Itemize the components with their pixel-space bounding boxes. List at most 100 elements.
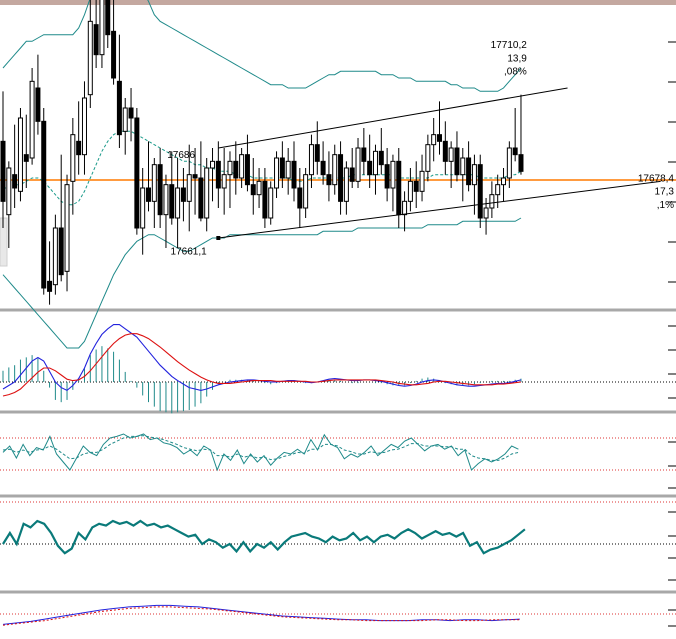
candle-body-down [518, 154, 524, 172]
candle-body-up [471, 164, 477, 186]
bollinger-lower-line [2, 217, 522, 349]
candle-body-down [35, 87, 41, 122]
candle-body-down [437, 134, 442, 142]
candle-body-down [413, 180, 419, 192]
candle [221, 148, 227, 215]
candle [419, 154, 425, 202]
candle-body-down [466, 157, 472, 186]
candle-body-up [390, 160, 396, 189]
candle-body-down [41, 120, 47, 289]
candle-body-down [76, 140, 82, 156]
candle-body-up [256, 180, 262, 196]
bottom-panel [0, 604, 676, 626]
signal-line [2, 333, 522, 397]
candle-body-up [308, 144, 314, 176]
candle [47, 241, 53, 305]
candle-body-down [134, 117, 140, 229]
candle [169, 151, 175, 225]
bollinger-middle-line [3, 130, 522, 206]
candle [466, 141, 472, 192]
candle [76, 101, 82, 175]
channel-upper-line [218, 87, 568, 149]
bollinger-upper-line [2, 0, 522, 92]
candle-body-down [93, 24, 99, 56]
candle [58, 154, 64, 282]
candle-body-up [122, 107, 128, 132]
candle-body-down [0, 140, 6, 202]
candle-body-up [81, 97, 87, 156]
annotation-label: 17686 [167, 150, 195, 161]
candle-body-up [355, 147, 361, 182]
candle [12, 124, 18, 208]
candle [279, 141, 285, 188]
candle [215, 141, 221, 208]
candle [402, 191, 408, 232]
candle-body-down [58, 227, 64, 276]
candle [227, 151, 233, 208]
candle-body-up [489, 194, 495, 209]
candle [477, 154, 483, 228]
candle-body-down [396, 160, 402, 216]
candle [163, 174, 169, 248]
candle-body-down [128, 107, 134, 119]
candle [407, 168, 413, 212]
candle-body-down [320, 160, 326, 176]
candle [192, 148, 198, 215]
candle [6, 161, 12, 248]
candle [186, 144, 192, 232]
candle [355, 138, 361, 188]
candle [285, 148, 291, 195]
candle-body-down [47, 280, 53, 292]
candle [343, 161, 349, 215]
candle-body-up [460, 157, 466, 176]
candle [239, 148, 245, 188]
candle-body-up [407, 180, 413, 202]
rsi-ma-line [2, 435, 519, 461]
candle-body-up [140, 187, 146, 229]
candle-body-up [448, 147, 454, 162]
candle [501, 168, 507, 202]
candle-body-down [314, 144, 320, 162]
candle-body-up [29, 80, 35, 159]
candle [303, 168, 309, 218]
candle-body-up [87, 20, 93, 96]
candle [41, 108, 47, 295]
candle-body-down [111, 30, 117, 79]
candle-body-up [6, 167, 12, 216]
candle [250, 158, 256, 215]
price-panel [0, 0, 676, 349]
candle [210, 148, 216, 202]
candle-body-up [17, 117, 23, 192]
candle-body-down [297, 187, 303, 209]
candle [518, 94, 524, 175]
candle [268, 181, 274, 225]
annotation-label: ,1% [657, 200, 674, 211]
candle-body-up [64, 184, 70, 272]
price-annotations: 17710,2 13,9 ,08% 17686 17661,1 17678,4 17,3 ,1… [167, 40, 674, 258]
candle-body-up [303, 174, 309, 209]
candle-body-up [163, 184, 169, 216]
candle-body-up [483, 207, 489, 219]
candle-body-down [361, 147, 367, 162]
candle [81, 81, 87, 175]
candle-body-up [268, 187, 274, 219]
candle-body-down [250, 184, 256, 196]
candle [256, 168, 262, 208]
candle-body-down [116, 80, 122, 136]
candle-body-up [221, 174, 227, 189]
candle [157, 148, 163, 228]
candle [23, 114, 29, 188]
candle [140, 168, 146, 255]
candle [116, 34, 122, 148]
candle [471, 154, 477, 215]
candle [361, 128, 367, 175]
candle-body-up [425, 144, 431, 172]
candle [367, 134, 373, 188]
candle-body-up [506, 147, 512, 179]
candle-body-up [227, 160, 233, 176]
candle-body-down [442, 140, 448, 162]
candle-body-down [326, 174, 332, 186]
candle-body-down [512, 147, 518, 156]
candle [506, 141, 512, 188]
